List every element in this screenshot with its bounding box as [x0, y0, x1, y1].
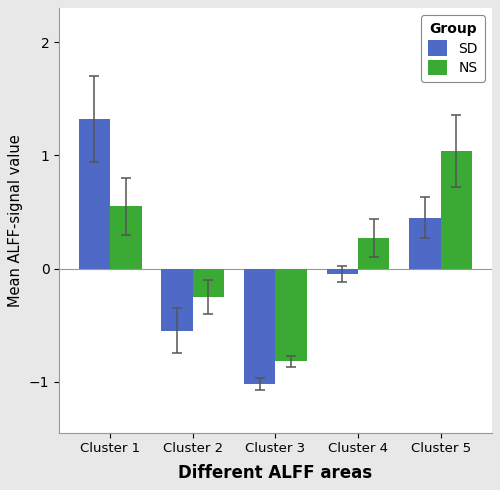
Bar: [440, 151, 472, 269]
X-axis label: Different ALFF areas: Different ALFF areas: [178, 464, 372, 482]
Y-axis label: Mean ALFF-signal value: Mean ALFF-signal value: [8, 134, 24, 307]
Bar: [244, 269, 276, 384]
Bar: [193, 269, 224, 297]
Bar: [409, 218, 440, 269]
Bar: [276, 269, 307, 361]
Bar: [110, 206, 142, 269]
Bar: [79, 119, 110, 269]
Bar: [326, 269, 358, 274]
Bar: [162, 269, 193, 331]
Bar: [358, 238, 390, 269]
Legend: SD, NS: SD, NS: [421, 15, 484, 82]
